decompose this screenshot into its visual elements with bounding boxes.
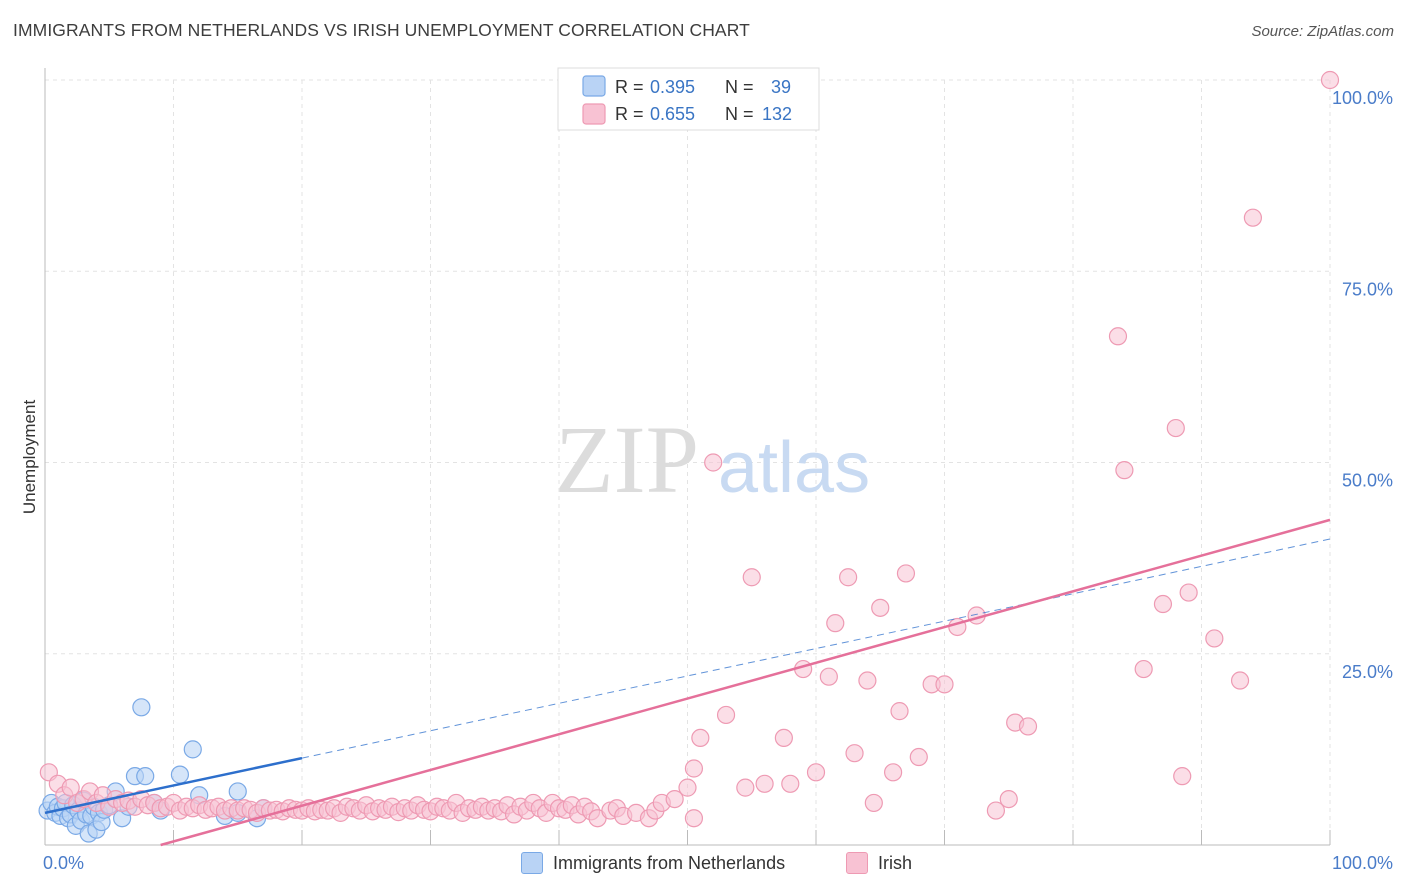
- watermark-zip: ZIP: [555, 406, 699, 513]
- irish-point: [1018, 717, 1038, 736]
- irish-point: [691, 728, 710, 748]
- x-tick-label: 0.0%: [43, 853, 84, 873]
- netherlands-trend-solid: [44, 756, 303, 815]
- legend-r-value-1: 0.395: [650, 77, 695, 97]
- irish-point: [684, 809, 704, 828]
- irish-point: [1179, 583, 1198, 602]
- x-tick-labels: 0.0% 100.0%: [43, 853, 1393, 873]
- y-tick-labels: 25.0% 50.0% 75.0% 100.0%: [1332, 88, 1393, 682]
- irish-point: [858, 671, 877, 690]
- irish-point: [736, 778, 755, 797]
- netherlands-point: [170, 765, 190, 784]
- irish-point: [1134, 659, 1153, 679]
- legend-item-irish[interactable]: Irish: [846, 852, 912, 874]
- irish-point: [61, 778, 80, 797]
- legend-n-value-2: 132: [762, 104, 792, 124]
- legend-swatch-blue: [582, 75, 606, 97]
- irish-point: [819, 667, 838, 686]
- source-label: Source: ZipAtlas.com: [1251, 23, 1394, 40]
- bottom-legend: Immigrants from Netherlands Irish: [0, 850, 1406, 880]
- irish-point: [883, 763, 903, 782]
- netherlands-point: [183, 740, 202, 759]
- irish-point: [742, 568, 761, 587]
- legend-swatch-pink: [582, 103, 606, 125]
- legend-label-netherlands: Immigrants from Netherlands: [553, 852, 786, 873]
- legend-swatch-netherlands: [521, 852, 543, 874]
- y-axis-label: Unemployment: [20, 400, 39, 515]
- irish-point: [684, 759, 704, 778]
- irish-point: [755, 774, 774, 793]
- irish-trend: [160, 518, 1331, 847]
- legend-n-label-1: N =: [725, 77, 754, 97]
- irish-point: [665, 789, 684, 809]
- irish-point: [839, 568, 858, 587]
- legend-r-label-2: R =: [615, 104, 644, 124]
- series-netherlands-points: [38, 698, 273, 843]
- y-tick-label: 25.0%: [1342, 662, 1393, 682]
- irish-point: [774, 728, 793, 748]
- watermark-atlas: atlas: [718, 428, 870, 508]
- netherlands-point: [228, 782, 247, 801]
- x-tick-label: 100.0%: [1332, 853, 1393, 873]
- netherlands-point: [132, 698, 151, 717]
- series-irish-points: [39, 70, 1340, 828]
- irish-point: [909, 747, 928, 767]
- irish-point: [1153, 594, 1173, 614]
- irish-point: [1243, 208, 1263, 227]
- y-tick-label: 50.0%: [1342, 471, 1393, 491]
- irish-point: [864, 793, 883, 813]
- legend-n-label-2: N =: [725, 104, 754, 124]
- netherlands-point: [136, 767, 155, 786]
- irish-point: [935, 675, 954, 694]
- legend-item-netherlands[interactable]: Immigrants from Netherlands: [521, 852, 785, 874]
- irish-point: [999, 789, 1018, 809]
- irish-point: [1205, 629, 1224, 648]
- legend-r-label-1: R =: [615, 77, 644, 97]
- irish-point: [896, 564, 916, 583]
- irish-point: [1173, 767, 1192, 786]
- legend-box: R = 0.395 N = 39 R = 0.655 N = 132: [557, 67, 820, 131]
- irish-point: [826, 614, 845, 633]
- irish-point: [1230, 671, 1250, 690]
- trend-lines: [44, 518, 1331, 847]
- y-tick-label: 75.0%: [1342, 279, 1393, 299]
- irish-point: [1115, 461, 1134, 480]
- irish-point: [1166, 418, 1185, 438]
- watermark: ZIP atlas: [555, 406, 870, 513]
- irish-point: [678, 778, 697, 797]
- irish-point: [986, 801, 1006, 820]
- legend-label-irish: Irish: [878, 852, 913, 873]
- irish-point: [806, 763, 826, 782]
- irish-point: [845, 744, 864, 763]
- axes: [44, 68, 1331, 846]
- irish-point: [890, 702, 909, 721]
- irish-point: [716, 705, 736, 725]
- chart-title: IMMIGRANTS FROM NETHERLANDS VS IRISH UNE…: [13, 20, 750, 40]
- irish-point: [871, 598, 890, 617]
- y-tick-label: 100.0%: [1332, 88, 1393, 108]
- irish-point: [1108, 327, 1128, 346]
- irish-point: [781, 774, 800, 793]
- legend-r-value-2: 0.655: [650, 104, 695, 124]
- legend-swatch-irish: [846, 852, 868, 874]
- legend-n-value-1: 39: [771, 77, 791, 97]
- irish-point: [704, 453, 723, 472]
- irish-point: [1320, 70, 1340, 90]
